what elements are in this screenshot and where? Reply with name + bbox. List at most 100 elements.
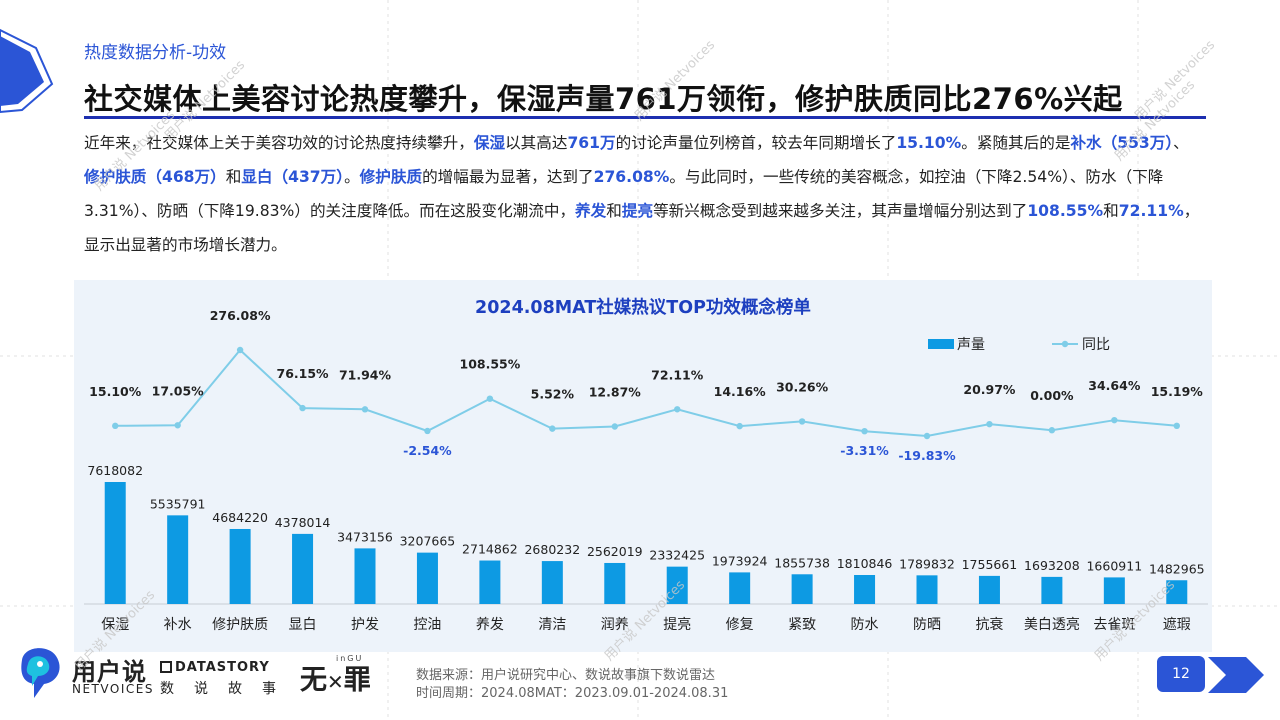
bar-value-label: 1755661: [962, 557, 1018, 572]
line-point: [674, 406, 681, 413]
line-point: [174, 422, 181, 429]
line-value-label: 12.87%: [589, 384, 642, 399]
bar-value-label: 1482965: [1149, 561, 1205, 576]
datastory-logo: DATASTORY: [160, 660, 270, 675]
intro-highlight: 761万: [567, 134, 616, 152]
line-value-label: 15.19%: [1151, 384, 1204, 399]
line-value-label: 0.00%: [1030, 388, 1074, 403]
intro-highlight: 108.55%: [1027, 202, 1104, 220]
line-point: [112, 422, 119, 430]
category-label: 清洁: [538, 617, 566, 633]
chart-panel: 2024.08MAT社媒热议TOP功效概念榜单 7618082 保湿 5535791…: [74, 280, 1212, 652]
category-label: 修护肤质: [212, 617, 268, 633]
bar-value-label: 1810846: [837, 556, 893, 571]
brand-name-en: NETVOICES: [72, 682, 154, 696]
bar-value-label: 4684220: [212, 510, 268, 525]
line-point: [299, 404, 306, 412]
wuzui-sup: inGU: [336, 654, 364, 663]
cross-icon: ✕: [327, 670, 344, 694]
intro-highlight: 修护肤质（468万）: [84, 168, 226, 186]
line-series: [115, 348, 1177, 438]
intro-highlight: 提亮: [621, 202, 654, 220]
bar-value-label: 1693208: [1024, 558, 1080, 573]
line-point: [986, 420, 993, 428]
bar-value-label: 5535791: [150, 496, 206, 511]
intro-text: 和: [606, 202, 622, 220]
category-label: 防晒: [913, 617, 941, 633]
bar-value-label: 3473156: [337, 529, 393, 544]
bar: [416, 552, 438, 604]
line-point: [736, 422, 743, 430]
line-value-label: -3.31%: [840, 443, 889, 458]
netvoices-logo-icon: [21, 648, 60, 698]
bar: [978, 575, 1000, 604]
intro-highlight: 补水（553万）: [1070, 134, 1174, 152]
chart-title: 2024.08MAT社媒热议TOP功效概念榜单: [475, 298, 811, 318]
bar: [1103, 577, 1125, 604]
bar: [167, 515, 189, 604]
line-point: [486, 395, 494, 402]
line-point: [861, 427, 868, 435]
bar: [541, 561, 563, 604]
bar-value-label: 1855738: [774, 555, 830, 570]
bar: [791, 574, 813, 604]
intro-text: 的增幅最为显著，达到了: [422, 168, 594, 186]
bar-value-label: 2562019: [587, 544, 643, 559]
line-value-label: 17.05%: [152, 383, 205, 398]
line-point: [923, 432, 931, 440]
bar-value-label: 7618082: [87, 463, 143, 478]
category-label: 抗衰: [975, 616, 1003, 633]
line-value-label: 20.97%: [963, 382, 1016, 397]
line-value-label: 71.94%: [339, 367, 392, 382]
corner-decoration: [0, 28, 54, 114]
intro-text: 。与此同时，一些传统的美容概念，如控油（下降2.54%）、防水（下降3.31%）…: [84, 168, 1164, 220]
bar: [916, 575, 938, 604]
category-label: 补水: [164, 617, 192, 633]
intro-text: 等新兴概念受到越来越多关注，其声量增幅分别达到了: [653, 202, 1028, 220]
bar-value-label: 1789832: [899, 556, 955, 571]
line-value-label: -19.83%: [898, 448, 956, 463]
wuzui-logo: 无✕罪: [300, 658, 371, 697]
intro-highlight: 保湿: [473, 134, 506, 152]
category-label: 提亮: [663, 616, 691, 633]
title-underline: [84, 116, 1206, 119]
line-point: [549, 425, 556, 432]
line-point: [798, 418, 806, 425]
bar: [1166, 580, 1188, 604]
line-value-label: -2.54%: [403, 443, 452, 458]
line-value-label: 76.15%: [277, 366, 330, 381]
line-value-label: 34.64%: [1088, 378, 1141, 393]
intro-text: 、: [1173, 134, 1189, 152]
line-point: [1173, 422, 1180, 430]
data-source: 数据来源：用户说研究中心、数说故事旗下数说雷达: [416, 668, 716, 683]
line-value-label: 276.08%: [210, 308, 271, 323]
bar: [292, 533, 314, 604]
wuzui-char-1: 无: [300, 665, 327, 696]
datastory-name: DATASTORY: [175, 660, 270, 675]
wuzui-char-2: 罪: [343, 665, 371, 696]
line-value-label: 30.26%: [776, 379, 829, 394]
intro-highlight: 276.08%: [593, 168, 670, 186]
intro-highlight: 养发: [575, 202, 607, 220]
line-point: [1111, 416, 1118, 424]
bar: [354, 548, 376, 604]
category-label: 养发: [476, 617, 504, 633]
bar: [604, 562, 626, 604]
intro-text: ，显示出显著的市场增长潜力。: [84, 202, 1200, 254]
bar: [1041, 576, 1063, 604]
intro-text: 。: [344, 168, 360, 186]
line-point: [424, 427, 431, 435]
watermark: 用户说 Netvoices: [1131, 37, 1219, 125]
intro-highlight: 显白（437万）: [241, 168, 345, 186]
line-value-label: 14.16%: [714, 384, 767, 399]
legend-line-marker: [1061, 340, 1069, 348]
datastory-logo-icon: [160, 661, 172, 673]
bar-value-label: 1660911: [1086, 558, 1142, 573]
bar: [479, 560, 501, 604]
line-point: [1048, 427, 1056, 434]
brand-name-cn: 用户说: [72, 658, 147, 686]
intro-text: 。紧随其后的是: [961, 134, 1071, 152]
category-label: 护发: [351, 617, 379, 633]
category-label: 保湿: [101, 617, 129, 633]
intro-paragraph: 近年来，社交媒体上关于美容功效的讨论热度持续攀升，保湿以其高达761万的讨论声量…: [84, 126, 1204, 262]
